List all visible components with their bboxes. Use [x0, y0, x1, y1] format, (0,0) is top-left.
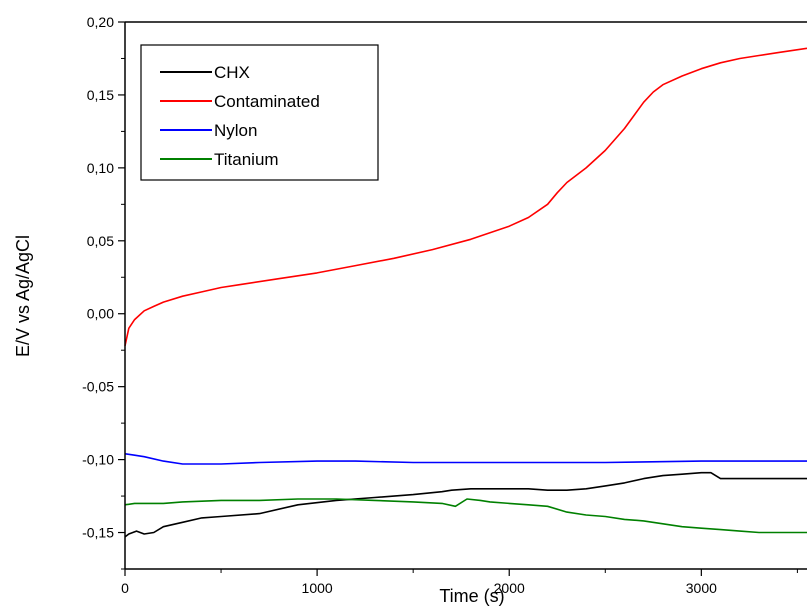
legend-items: CHX Contaminated Nylon Titanium — [160, 63, 320, 169]
y-tick-label: 0,15 — [87, 87, 114, 103]
series-line-titanium — [124, 498, 807, 534]
x-axis-title: Time (s) — [439, 586, 504, 606]
x-tick-label: 3000 — [686, 580, 717, 596]
y-tick-label: 0,20 — [87, 14, 114, 30]
y-tick-label: -0,15 — [82, 525, 114, 541]
x-ticks-layer: 0 1000 2000 3000 — [121, 569, 798, 596]
legend-label-titanium: Titanium — [214, 150, 279, 169]
y-axis-title: E/V vs Ag/AgCl — [13, 235, 33, 357]
y-tick-label: -0,05 — [82, 379, 114, 395]
series-layer — [124, 47, 807, 538]
y-tick-label: 0,10 — [87, 160, 114, 176]
y-tick-label: -0,10 — [82, 452, 114, 468]
axes-layer — [124, 21, 807, 570]
legend-label-chx: CHX — [214, 63, 250, 82]
y-tick-label: 0,00 — [87, 306, 114, 322]
y-ticks-layer: 0,20 0,15 0,10 0,05 0,00 -0,05 -0,10 -0,15 — [82, 14, 125, 570]
legend-label-nylon: Nylon — [214, 121, 257, 140]
series-line-nylon — [124, 453, 807, 465]
series-line-contaminated — [124, 47, 807, 346]
x-tick-label: 0 — [121, 580, 129, 596]
y-tick-label: 0,05 — [87, 233, 114, 249]
series-line-chx — [124, 471, 807, 538]
legend-label-contaminated: Contaminated — [214, 92, 320, 111]
legend: CHX Contaminated Nylon Titanium — [140, 44, 379, 181]
x-tick-label: 2000 — [494, 580, 525, 596]
x-tick-label: 1000 — [302, 580, 333, 596]
legend-box — [140, 44, 379, 181]
